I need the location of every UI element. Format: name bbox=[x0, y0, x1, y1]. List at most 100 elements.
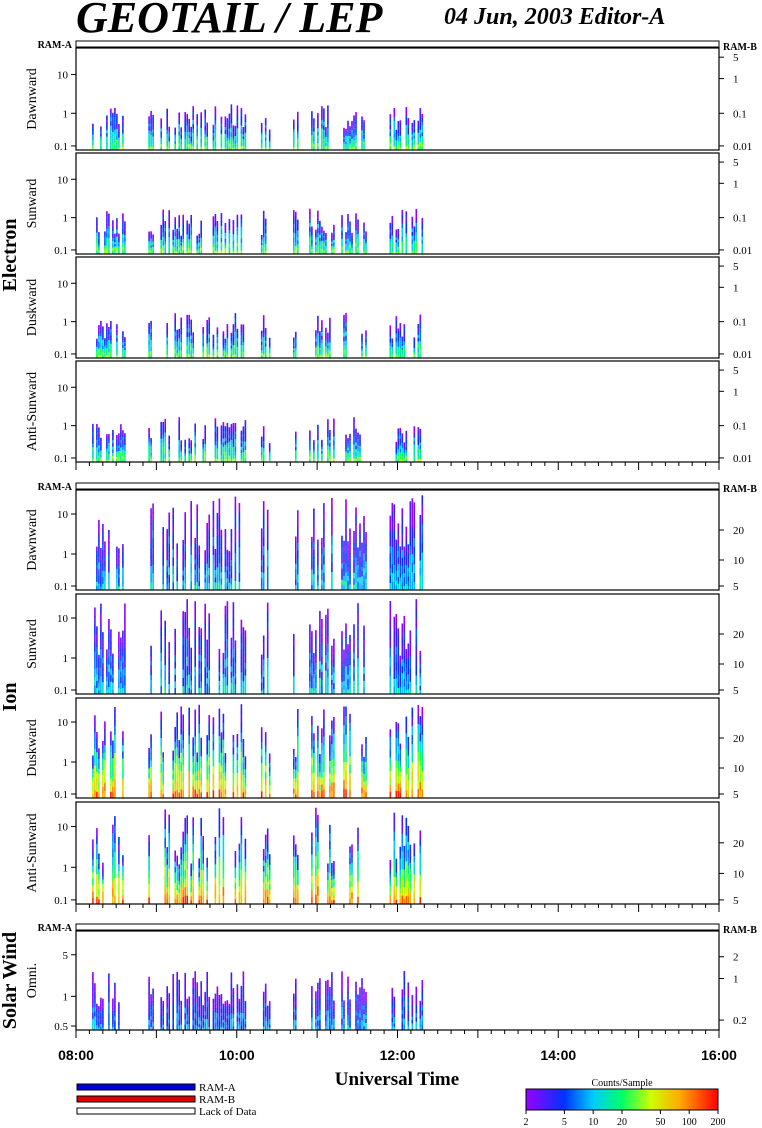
spectrogram-cell bbox=[325, 678, 327, 687]
spectrogram-cell bbox=[353, 421, 355, 427]
spectrogram-cell bbox=[208, 514, 210, 523]
spectrogram-cell bbox=[313, 557, 315, 567]
spectrogram-cell bbox=[224, 685, 227, 695]
spectrogram-cell bbox=[333, 688, 335, 695]
spectrogram-cell bbox=[293, 778, 295, 784]
spectrogram-cell bbox=[222, 344, 225, 348]
spectrogram-cell bbox=[122, 452, 124, 457]
spectrogram-cell bbox=[150, 238, 152, 241]
spectrogram-cell bbox=[198, 770, 200, 780]
spectrogram-cell bbox=[399, 667, 402, 672]
spectrogram-cell bbox=[162, 546, 164, 553]
spectrogram-cell bbox=[96, 559, 98, 565]
spectrogram-cell bbox=[331, 507, 333, 517]
spectrogram-cell bbox=[112, 120, 114, 125]
spectrogram-cell bbox=[313, 440, 315, 443]
spectrogram-cell bbox=[184, 112, 186, 117]
spectrogram-cell bbox=[118, 441, 120, 446]
spectrogram-cell bbox=[98, 678, 100, 683]
spectrogram-cell bbox=[347, 242, 349, 247]
spectrogram-cell bbox=[407, 127, 410, 132]
spectrogram-cell bbox=[341, 234, 343, 239]
spectrogram-cell bbox=[168, 642, 170, 648]
spectrogram-cell bbox=[150, 778, 152, 786]
spectrogram-cell bbox=[96, 738, 98, 746]
spectrogram-cell bbox=[224, 454, 227, 459]
spectrogram-cell bbox=[262, 328, 265, 333]
spectrogram-cell bbox=[184, 146, 186, 151]
spectrogram-cell bbox=[98, 240, 100, 244]
spectrogram-cell bbox=[313, 137, 315, 141]
spectrogram-cell bbox=[321, 564, 323, 570]
spectrogram-cell bbox=[242, 327, 245, 332]
spectrogram-cell bbox=[220, 140, 223, 144]
spectrogram-cell bbox=[204, 141, 206, 147]
spectrogram-cell bbox=[319, 240, 321, 245]
spectrogram-cell bbox=[190, 327, 192, 332]
spectrogram-cell bbox=[100, 445, 102, 448]
spectrogram-cell bbox=[397, 129, 400, 134]
spectrogram-cell bbox=[349, 436, 351, 440]
spectrogram-cell bbox=[345, 232, 347, 235]
spectrogram-cell bbox=[232, 675, 235, 686]
spectrogram-cell bbox=[214, 123, 217, 129]
spectrogram-cell bbox=[178, 346, 180, 350]
spectrogram-cell bbox=[317, 447, 319, 452]
spectrogram-cell bbox=[230, 439, 233, 444]
spectrogram-cell bbox=[419, 685, 422, 691]
spectrogram-cell bbox=[397, 141, 400, 145]
spectrogram-cell bbox=[236, 785, 239, 793]
spectrogram-cell bbox=[391, 356, 394, 359]
spectrogram-cell bbox=[297, 247, 299, 251]
spectrogram-cell bbox=[148, 428, 150, 432]
spectrogram-cell bbox=[110, 350, 112, 355]
spectrogram-cell bbox=[208, 559, 210, 568]
spectrogram-cell bbox=[222, 789, 225, 799]
spectrogram-cell bbox=[244, 756, 247, 762]
spectrogram-cell bbox=[122, 433, 124, 438]
spectrogram-cell bbox=[116, 451, 118, 455]
spectrogram-cell bbox=[347, 450, 349, 453]
spectrogram-cell bbox=[389, 601, 392, 611]
spectrogram-cell bbox=[200, 131, 202, 136]
spectrogram-cell bbox=[319, 789, 321, 795]
spectrogram-cell bbox=[222, 331, 225, 335]
spectrogram-cell bbox=[120, 424, 122, 429]
spectrogram-cell bbox=[100, 573, 102, 578]
spectrogram-cell bbox=[365, 338, 367, 342]
spectrogram-cell bbox=[230, 654, 233, 661]
spectrogram-cell bbox=[196, 121, 198, 126]
spectrogram-cell bbox=[216, 250, 219, 255]
spectrogram-cell bbox=[108, 221, 110, 227]
spectrogram-cell bbox=[393, 145, 396, 151]
spectrogram-cell bbox=[393, 521, 396, 531]
spectrogram-cell bbox=[397, 543, 400, 551]
spectrogram-cell bbox=[313, 657, 315, 662]
spectrogram-cell bbox=[178, 328, 180, 333]
spectrogram-cell bbox=[345, 724, 347, 735]
spectrogram-cell bbox=[118, 687, 120, 695]
spectrogram-cell bbox=[228, 582, 231, 587]
spectrogram-cell bbox=[200, 680, 202, 688]
spectrogram-cell bbox=[415, 665, 418, 676]
spectrogram-cell bbox=[361, 116, 363, 121]
spectrogram-cell bbox=[266, 573, 269, 583]
spectrogram-cell bbox=[172, 548, 174, 558]
spectrogram-cell bbox=[417, 129, 420, 133]
spectrogram-cell bbox=[124, 343, 126, 346]
spectrogram-cell bbox=[150, 665, 152, 671]
spectrogram-cell bbox=[178, 430, 180, 436]
spectrogram-cell bbox=[232, 237, 235, 241]
spectrogram-cell bbox=[162, 446, 164, 451]
spectrogram-cell bbox=[148, 768, 150, 774]
spectrogram-cell bbox=[114, 129, 116, 134]
spectrogram-cell bbox=[200, 779, 202, 787]
spectrogram-cell bbox=[397, 349, 400, 353]
spectrogram-cell bbox=[168, 210, 170, 216]
spectrogram-cell bbox=[403, 327, 406, 332]
spectrogram-cell bbox=[260, 559, 263, 566]
spectrogram-cell bbox=[323, 563, 325, 574]
spectrogram-cell bbox=[260, 654, 263, 659]
spectrogram-cell bbox=[357, 444, 359, 448]
spectrogram-cell bbox=[407, 663, 410, 670]
